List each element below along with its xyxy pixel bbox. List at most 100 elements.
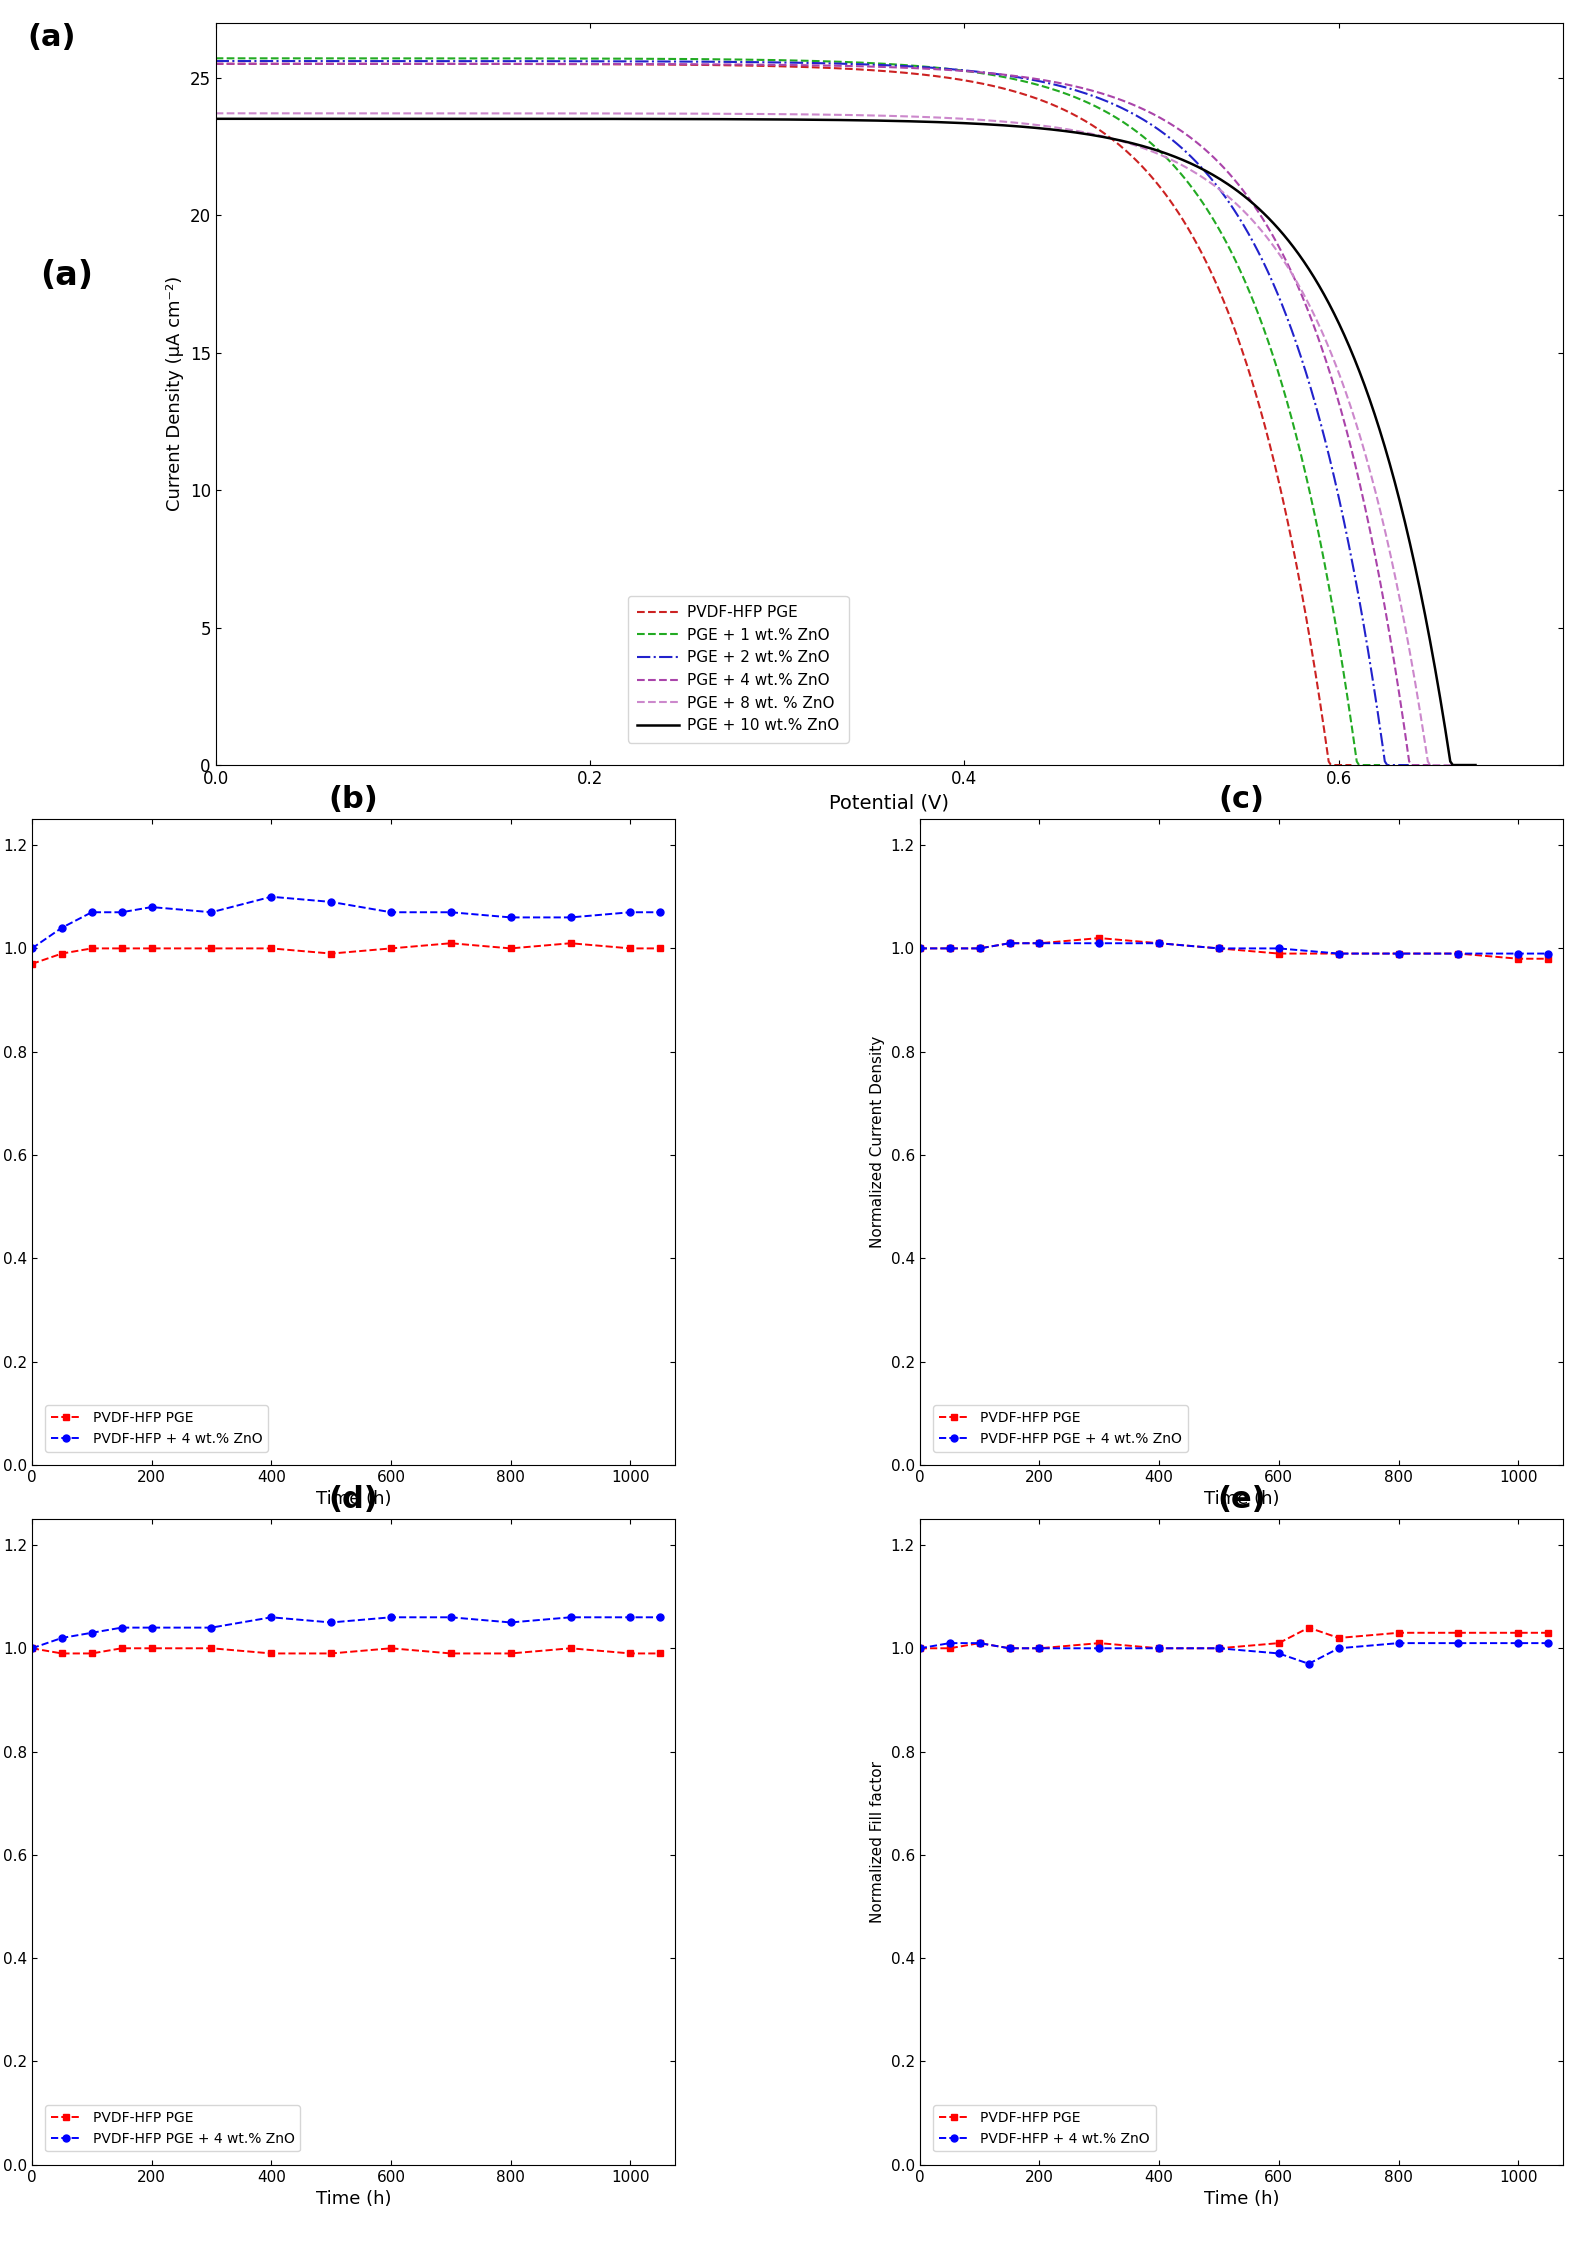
PGE + 2 wt.% ZnO: [852, 52, 871, 79]
PGE + 10 wt.% ZnO: [955, 110, 975, 138]
PVDF-HFP PGE + 4 wt.% ZnO: [262, 1603, 281, 1630]
PVDF-HFP PGE + 4 wt.% ZnO: [1000, 929, 1019, 956]
PVDF-HFP + 4 wt.% ZnO: [1270, 1639, 1289, 1666]
PVDF-HFP PGE: [83, 1639, 102, 1666]
PVDF-HFP PGE + 4 wt.% ZnO: [1150, 929, 1169, 956]
PVDF-HFP + 4 wt.% ZnO: [1389, 1630, 1408, 1657]
PVDF-HFP PGE: [322, 940, 341, 967]
PVDF-HFP PGE + 4 wt.% ZnO: [1448, 940, 1467, 967]
PVDF-HFP PGE: [561, 929, 581, 956]
X-axis label: Time (h): Time (h): [316, 2190, 391, 2208]
PVDF-HFP + 4 wt.% ZnO: [53, 913, 72, 940]
Legend: PVDF-HFP PGE, PVDF-HFP PGE + 4 wt.% ZnO: PVDF-HFP PGE, PVDF-HFP PGE + 4 wt.% ZnO: [933, 1405, 1188, 1452]
PGE + 10 wt.% ZnO: [1443, 751, 1463, 778]
PVDF-HFP PGE: [501, 936, 520, 963]
PGE + 10 wt.% ZnO: [206, 106, 225, 133]
PGE + 10 wt.% ZnO: [1436, 715, 1455, 742]
Text: (a): (a): [27, 23, 75, 52]
PVDF-HFP PGE: [22, 949, 41, 976]
PVDF-HFP PGE: [1270, 1630, 1289, 1657]
PGE + 2 wt.% ZnO: [1183, 147, 1203, 174]
PVDF-HFP PGE: [322, 1639, 341, 1666]
PGE + 8 wt. % ZnO: [801, 101, 820, 129]
PVDF-HFP PGE: [1539, 945, 1558, 972]
PGE + 10 wt.% ZnO: [888, 108, 908, 135]
Legend: PVDF-HFP PGE, PVDF-HFP + 4 wt.% ZnO: PVDF-HFP PGE, PVDF-HFP + 4 wt.% ZnO: [45, 1405, 268, 1452]
PGE + 4 wt.% ZnO: [791, 52, 810, 79]
PVDF-HFP + 4 wt.% ZnO: [1300, 1651, 1319, 1678]
PVDF-HFP PGE: [1389, 1619, 1408, 1646]
PVDF-HFP PGE: [821, 54, 841, 81]
PGE + 2 wt.% ZnO: [1370, 715, 1389, 742]
PVDF-HFP PGE + 4 wt.% ZnO: [1389, 940, 1408, 967]
PVDF-HFP PGE: [262, 936, 281, 963]
X-axis label: Time (h): Time (h): [1204, 2190, 1279, 2208]
Title: (c): (c): [1219, 785, 1265, 814]
PGE + 10 wt.% ZnO: [1239, 185, 1258, 212]
PVDF-HFP PGE: [911, 1635, 930, 1662]
PVDF-HFP PGE: [745, 52, 764, 79]
Line: PVDF-HFP PGE + 4 wt.% ZnO: PVDF-HFP PGE + 4 wt.% ZnO: [916, 940, 1552, 956]
PVDF-HFP PGE: [501, 1639, 520, 1666]
PVDF-HFP PGE: [1150, 1635, 1169, 1662]
PVDF-HFP PGE: [381, 1635, 400, 1662]
PVDF-HFP PGE + 4 wt.% ZnO: [1209, 936, 1228, 963]
PVDF-HFP PGE + 4 wt.% ZnO: [322, 1608, 341, 1635]
PVDF-HFP PGE: [1209, 1635, 1228, 1662]
PVDF-HFP PGE: [911, 936, 930, 963]
Line: PGE + 4 wt.% ZnO: PGE + 4 wt.% ZnO: [215, 63, 1434, 764]
PVDF-HFP PGE: [1089, 1630, 1109, 1657]
PVDF-HFP PGE: [651, 936, 670, 963]
PVDF-HFP PGE: [142, 1635, 161, 1662]
PVDF-HFP PGE + 4 wt.% ZnO: [911, 936, 930, 963]
PGE + 8 wt. % ZnO: [1220, 185, 1239, 212]
PVDF-HFP + 4 wt.% ZnO: [262, 884, 281, 911]
Line: PVDF-HFP + 4 wt.% ZnO: PVDF-HFP + 4 wt.% ZnO: [29, 893, 664, 952]
PGE + 2 wt.% ZnO: [916, 54, 935, 81]
PGE + 1 wt.% ZnO: [766, 47, 785, 74]
PVDF-HFP PGE: [1321, 751, 1340, 778]
PVDF-HFP + 4 wt.% ZnO: [970, 1630, 989, 1657]
PVDF-HFP PGE: [1341, 751, 1361, 778]
Line: PGE + 8 wt. % ZnO: PGE + 8 wt. % ZnO: [215, 113, 1453, 764]
PVDF-HFP + 4 wt.% ZnO: [620, 900, 640, 927]
PVDF-HFP PGE: [442, 929, 461, 956]
PGE + 2 wt.% ZnO: [772, 50, 791, 77]
PVDF-HFP PGE + 4 wt.% ZnO: [939, 936, 959, 963]
PVDF-HFP PGE: [142, 936, 161, 963]
PVDF-HFP PGE: [1030, 1635, 1050, 1662]
PVDF-HFP PGE + 4 wt.% ZnO: [53, 1624, 72, 1651]
PVDF-HFP PGE: [381, 936, 400, 963]
PVDF-HFP PGE: [53, 1639, 72, 1666]
PGE + 2 wt.% ZnO: [1399, 751, 1418, 778]
PGE + 2 wt.% ZnO: [206, 47, 225, 74]
PGE + 4 wt.% ZnO: [206, 50, 225, 77]
PVDF-HFP + 4 wt.% ZnO: [1539, 1630, 1558, 1657]
PVDF-HFP PGE + 4 wt.% ZnO: [651, 1603, 670, 1630]
PVDF-HFP PGE + 4 wt.% ZnO: [620, 1603, 640, 1630]
Text: (a): (a): [40, 259, 93, 293]
PVDF-HFP + 4 wt.% ZnO: [203, 900, 222, 927]
PVDF-HFP PGE: [206, 50, 225, 77]
PVDF-HFP + 4 wt.% ZnO: [442, 900, 461, 927]
PVDF-HFP PGE: [1509, 945, 1528, 972]
Legend: PVDF-HFP PGE, PVDF-HFP PGE + 4 wt.% ZnO: PVDF-HFP PGE, PVDF-HFP PGE + 4 wt.% ZnO: [45, 2106, 300, 2151]
PVDF-HFP PGE: [112, 1635, 131, 1662]
PVDF-HFP PGE: [203, 1635, 222, 1662]
PVDF-HFP PGE: [1448, 940, 1467, 967]
PVDF-HFP PGE: [970, 936, 989, 963]
PVDF-HFP PGE + 4 wt.% ZnO: [83, 1619, 102, 1646]
PGE + 1 wt.% ZnO: [1161, 149, 1180, 176]
PVDF-HFP PGE: [203, 936, 222, 963]
PVDF-HFP + 4 wt.% ZnO: [1030, 1635, 1050, 1662]
Y-axis label: Normalized Current Density: Normalized Current Density: [869, 1035, 885, 1249]
Line: PVDF-HFP + 4 wt.% ZnO: PVDF-HFP + 4 wt.% ZnO: [916, 1639, 1552, 1666]
Line: PVDF-HFP PGE: PVDF-HFP PGE: [29, 940, 664, 967]
PVDF-HFP PGE: [1300, 1615, 1319, 1642]
PVDF-HFP PGE: [1329, 940, 1348, 967]
PVDF-HFP PGE: [620, 1639, 640, 1666]
Line: PVDF-HFP PGE: PVDF-HFP PGE: [916, 1624, 1552, 1651]
PVDF-HFP PGE + 4 wt.% ZnO: [381, 1603, 400, 1630]
Title: (b): (b): [329, 785, 378, 814]
PVDF-HFP PGE: [1209, 936, 1228, 963]
